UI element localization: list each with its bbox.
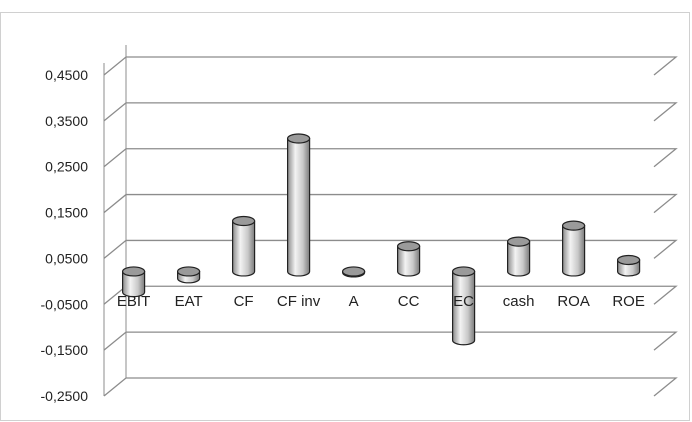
gridline bbox=[103, 377, 678, 397]
bar-cf-inv bbox=[287, 133, 311, 277]
x-category-label: CC bbox=[398, 293, 420, 310]
x-category-label: EC bbox=[453, 293, 474, 310]
gridline bbox=[103, 148, 678, 168]
chart-border bbox=[0, 12, 690, 421]
bar-roe bbox=[616, 254, 641, 277]
x-category-label: EBIT bbox=[117, 293, 150, 310]
bar-a bbox=[342, 266, 366, 278]
y-axis: 0,4500 0,3500 0,2500 0,1500 0,0500 -0,0500 -0,… bbox=[41, 45, 127, 404]
bars bbox=[122, 133, 641, 346]
bar-cf bbox=[232, 215, 256, 277]
gridline bbox=[103, 56, 678, 76]
y-tick-label: -0,2500 bbox=[41, 388, 89, 404]
bar-eat bbox=[177, 266, 201, 284]
y-tick-label: -0,0500 bbox=[41, 296, 89, 312]
bar-ec bbox=[452, 266, 476, 346]
y-tick-label: 0,3500 bbox=[45, 113, 88, 129]
y-tick-label: 0,0500 bbox=[45, 250, 88, 266]
bar-cc bbox=[397, 241, 421, 277]
y-tick-label: 0,2500 bbox=[45, 159, 88, 175]
y-tick-label: -0,1500 bbox=[41, 342, 89, 358]
gridline bbox=[103, 102, 678, 122]
x-category-label: EAT bbox=[175, 293, 203, 310]
gridline bbox=[103, 239, 678, 259]
x-category-label: ROE bbox=[612, 293, 645, 310]
gridlines bbox=[103, 56, 678, 397]
x-category-label: CF bbox=[234, 293, 254, 310]
gridline bbox=[103, 285, 678, 305]
x-category-label: CF inv bbox=[277, 293, 321, 310]
gridline bbox=[103, 331, 678, 351]
x-category-label: A bbox=[349, 293, 359, 310]
bar-cash bbox=[506, 236, 531, 277]
bar-roa bbox=[561, 220, 586, 277]
y-tick-label: 0,4500 bbox=[45, 67, 88, 83]
gridline bbox=[103, 193, 678, 214]
bar-ebit bbox=[122, 266, 146, 298]
y-tick-label: 0,1500 bbox=[45, 205, 88, 221]
category-labels: EBIT EAT CF CF inv A CC EC cash ROA ROE bbox=[117, 293, 645, 310]
x-category-label: cash bbox=[503, 293, 535, 310]
x-category-label: ROA bbox=[557, 293, 590, 310]
